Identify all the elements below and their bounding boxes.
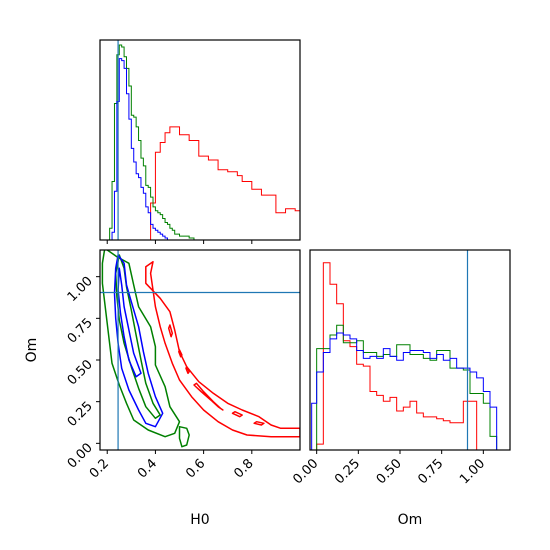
om-x-tick-label: 0.75 [415, 456, 446, 487]
contour-4 [167, 324, 174, 338]
contour-10 [113, 254, 164, 428]
contour-7 [101, 250, 181, 438]
x-tick-label: 0.6 [183, 456, 208, 481]
h0-histogram-series-1 [107, 44, 195, 241]
x-axis-title-h0: H0 [190, 512, 209, 528]
h0-marginal-panel [99, 39, 301, 244]
om-x-tick-label: 1.00 [457, 456, 488, 487]
h0-histogram-series-0 [150, 126, 301, 240]
h0-histogram-marks [107, 40, 301, 241]
om-histogram-series-0 [316, 262, 484, 450]
y-tick-label: 1.00 [65, 274, 96, 305]
y-tick-label: 0.75 [65, 316, 96, 347]
x-axis-title-om: Om [398, 512, 423, 528]
contour-8 [114, 254, 161, 420]
y-tick-label: 0.25 [65, 399, 96, 430]
h0-marginal-frame [99, 39, 301, 241]
om-histogram-marks [311, 250, 504, 450]
contour-9 [178, 425, 190, 448]
y-tick-label: 0.50 [65, 357, 96, 388]
x-tick-label: 0.2 [87, 456, 112, 481]
x-tick-label: 0.8 [231, 456, 256, 481]
om-marginal-panel: 0.00 0.25 0.50 0.75 1.00 Om [290, 249, 511, 528]
contour-0 [145, 260, 300, 438]
contour-1 [193, 382, 224, 411]
h0-om-truth-lines [100, 250, 300, 450]
joint-y-ticks: 0.000.250.500.751.00 [65, 274, 100, 472]
contour-2 [231, 410, 243, 418]
h0-om-joint-panel: 0.2 0.4 0.6 0.8 0.000.250.500.751.00 H0 Om [24, 249, 301, 528]
x-tick-label: 0.4 [135, 456, 160, 481]
contour-5 [178, 349, 183, 358]
om-histogram-series-1 [311, 324, 504, 450]
contour-6 [185, 365, 190, 375]
h0-histogram-series-2 [111, 58, 168, 240]
om-x-tick-label: 0.00 [290, 456, 321, 487]
contour-3 [253, 420, 265, 426]
joint-x-ticks: 0.2 0.4 0.6 0.8 [87, 450, 257, 481]
h0-marginal-ticks [106, 240, 253, 244]
h0-om-contour-marks [101, 250, 300, 448]
om-histogram-series-2 [311, 332, 504, 450]
joint-frame [99, 249, 301, 451]
om-x-tick-label: 0.50 [374, 456, 405, 487]
om-marginal-frame [309, 249, 511, 451]
contour-11 [117, 267, 142, 378]
om-x-tick-label: 0.25 [332, 456, 363, 487]
y-axis-title-om: Om [24, 338, 40, 363]
om-x-ticks: 0.00 0.25 0.50 0.75 1.00 [290, 450, 488, 487]
